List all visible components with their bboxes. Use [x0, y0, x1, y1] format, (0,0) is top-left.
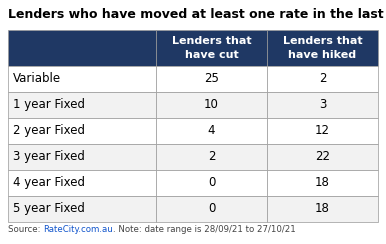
Text: 18: 18 — [315, 203, 330, 215]
Text: 12: 12 — [315, 124, 330, 137]
Text: 22: 22 — [315, 150, 330, 163]
Bar — [267, 144, 378, 170]
Bar — [267, 170, 378, 196]
Bar — [8, 92, 156, 118]
Bar — [8, 170, 156, 196]
Text: Variable: Variable — [13, 72, 61, 85]
Bar — [267, 196, 378, 222]
Bar — [156, 118, 267, 144]
Text: RateCity.com.au: RateCity.com.au — [43, 225, 113, 234]
Text: Lenders that
have cut: Lenders that have cut — [172, 36, 251, 60]
Bar — [267, 30, 378, 66]
Bar — [8, 118, 156, 144]
Text: 2: 2 — [208, 150, 215, 163]
Text: 5 year Fixed: 5 year Fixed — [13, 203, 85, 215]
Text: 3: 3 — [319, 98, 326, 111]
Text: 10: 10 — [204, 98, 219, 111]
Text: 0: 0 — [208, 203, 215, 215]
Text: 0: 0 — [208, 176, 215, 189]
Bar — [267, 66, 378, 92]
Bar — [8, 144, 156, 170]
Text: 3 year Fixed: 3 year Fixed — [13, 150, 85, 163]
Text: 2: 2 — [319, 72, 326, 85]
Text: 2 year Fixed: 2 year Fixed — [13, 124, 85, 137]
Bar — [8, 30, 156, 66]
Bar — [156, 170, 267, 196]
Bar — [156, 92, 267, 118]
Text: 1 year Fixed: 1 year Fixed — [13, 98, 85, 111]
Bar — [156, 66, 267, 92]
Bar — [267, 92, 378, 118]
Text: 18: 18 — [315, 176, 330, 189]
Bar — [8, 196, 156, 222]
Bar — [156, 144, 267, 170]
Bar — [156, 30, 267, 66]
Text: Source:: Source: — [8, 225, 43, 234]
Text: . Note: date range is 28/09/21 to 27/10/21: . Note: date range is 28/09/21 to 27/10/… — [113, 225, 296, 234]
Text: 4: 4 — [208, 124, 215, 137]
Bar — [267, 118, 378, 144]
Text: 4 year Fixed: 4 year Fixed — [13, 176, 85, 189]
Text: 25: 25 — [204, 72, 219, 85]
Text: Lenders that
have hiked: Lenders that have hiked — [283, 36, 362, 60]
Bar — [8, 66, 156, 92]
Bar — [156, 196, 267, 222]
Text: Lenders who have moved at least one rate in the last month: Lenders who have moved at least one rate… — [8, 8, 386, 21]
